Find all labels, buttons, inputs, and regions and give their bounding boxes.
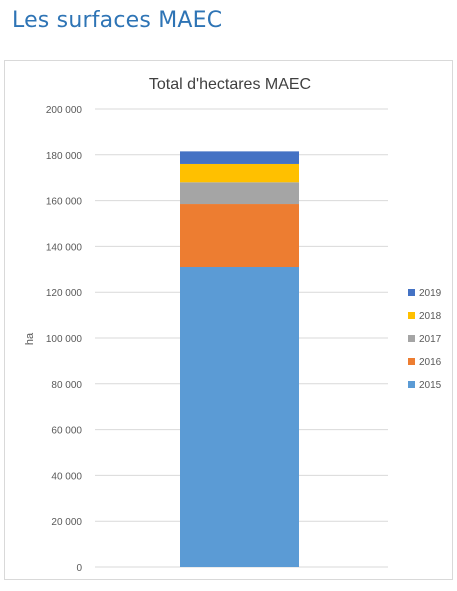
y-tick-label: 40 000 bbox=[51, 471, 82, 482]
legend-swatch-2018 bbox=[408, 312, 415, 319]
bar-segment-2017 bbox=[180, 182, 299, 205]
y-axis-ticks: 0 20 000 40 000 60 000 80 000 100 000 120 000 1… bbox=[46, 105, 83, 574]
legend-label-2018: 2018 bbox=[419, 311, 442, 322]
bar-segments bbox=[180, 151, 299, 567]
y-tick-label: 120 000 bbox=[46, 288, 83, 299]
y-tick-label: 140 000 bbox=[46, 242, 83, 253]
bar-segment-2016 bbox=[180, 204, 299, 268]
stacked-bar-chart: Total d'hectares MAEC ha 0 20 000 40 000 60… bbox=[24, 76, 442, 574]
chart-frame: Total d'hectares MAEC ha 0 20 000 40 000 60… bbox=[4, 60, 453, 580]
y-tick-label: 180 000 bbox=[46, 151, 83, 162]
y-tick-label: 60 000 bbox=[51, 426, 82, 437]
bar-segment-2015 bbox=[180, 267, 299, 567]
legend: 2019 2018 2017 2016 2015 bbox=[408, 288, 442, 391]
legend-swatch-2016 bbox=[408, 358, 415, 365]
legend-label-2015: 2015 bbox=[419, 380, 442, 391]
legend-label-2017: 2017 bbox=[419, 334, 442, 345]
chart-title: Total d'hectares MAEC bbox=[149, 76, 311, 93]
legend-swatch-2017 bbox=[408, 335, 415, 342]
y-axis-label: ha bbox=[24, 332, 36, 345]
y-tick-label: 20 000 bbox=[51, 517, 82, 528]
bar-segment-2019 bbox=[180, 151, 299, 164]
y-tick-label: 160 000 bbox=[46, 197, 83, 208]
y-tick-label: 100 000 bbox=[46, 334, 83, 345]
y-tick-label: 0 bbox=[76, 563, 82, 574]
legend-label-2019: 2019 bbox=[419, 288, 442, 299]
legend-swatch-2015 bbox=[408, 381, 415, 388]
y-tick-label: 200 000 bbox=[46, 105, 83, 116]
legend-swatch-2019 bbox=[408, 289, 415, 296]
bar-segment-2018 bbox=[180, 163, 299, 183]
page-title: Les surfaces MAEC bbox=[12, 8, 223, 33]
legend-label-2016: 2016 bbox=[419, 357, 442, 368]
y-tick-label: 80 000 bbox=[51, 380, 82, 391]
